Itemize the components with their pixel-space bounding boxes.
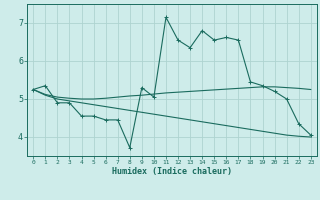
X-axis label: Humidex (Indice chaleur): Humidex (Indice chaleur) [112,167,232,176]
